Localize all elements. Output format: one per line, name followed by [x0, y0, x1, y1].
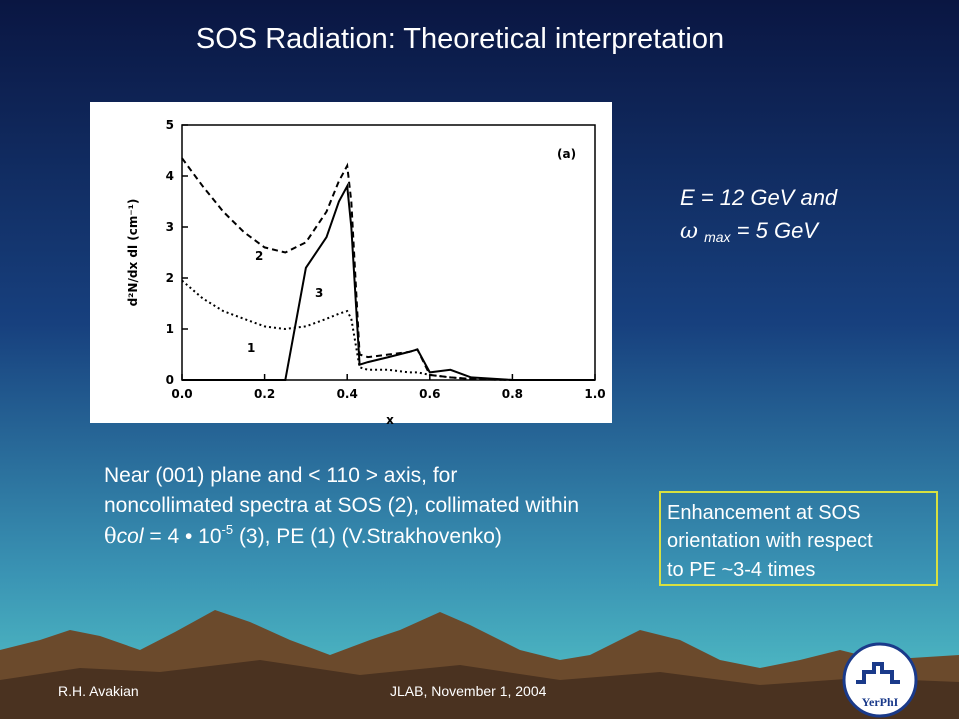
series-line [182, 182, 595, 381]
x-tick-label: 0.8 [502, 387, 523, 401]
footer-date: JLAB, November 1, 2004 [390, 683, 547, 699]
caption-rest: (3), PE (1) (V.Strakhovenko) [239, 525, 502, 548]
energy-text: E = 12 GeV and [680, 185, 838, 210]
y-tick-label: 0 [166, 373, 174, 387]
omega-sub: max [704, 229, 731, 245]
omega: ω [680, 219, 698, 244]
chart-panel [90, 102, 612, 423]
y-tick-label: 3 [166, 220, 174, 234]
y-tick-label: 5 [166, 118, 174, 132]
series-line [181, 279, 595, 381]
series-line [181, 157, 595, 381]
omega-value: = 5 GeV [737, 218, 821, 243]
exponent: -5 [222, 522, 234, 537]
caption-line: noncollimated spectra at SOS (2), collim… [104, 494, 579, 517]
x-tick-label: 1.0 [584, 387, 605, 401]
box-line: orientation with respect [667, 530, 873, 552]
mountains-front [0, 660, 959, 719]
caption-value: = 4 • 10 [149, 525, 221, 548]
series-label: 3 [315, 286, 323, 300]
col: col [117, 525, 145, 548]
x-tick-label: 0.4 [337, 387, 358, 401]
y-tick-label: 4 [166, 169, 174, 183]
y-tick-label: 2 [166, 271, 174, 285]
author: R.H. Avakian [58, 683, 139, 699]
omega-note: ω max = 5 GeV [680, 218, 820, 247]
logo [842, 642, 918, 718]
x-tick-label: 0.2 [254, 387, 275, 401]
annotation: (a) [557, 147, 576, 161]
caption-line: Near (001) plane and < 110 > axis, for [104, 464, 457, 487]
note-box [659, 491, 938, 586]
slide-title: SOS Radiation: Theoretical interpretatio… [196, 23, 724, 55]
y-axis-label: d²N/dx dl (cm⁻¹) [126, 199, 140, 307]
logo-text: YerPhI [862, 695, 899, 709]
logo-building [856, 662, 900, 684]
energy-note: E = 12 GeV and [680, 185, 838, 210]
series-label: 1 [247, 341, 255, 355]
box-line: to PE ~3-4 times [667, 559, 815, 581]
plot: 0.0 0.2 0.4 0.6 0.8 1.0 0 1 2 3 4 5 x d²N/dx dl (cm⁻¹… [126, 118, 606, 427]
x-tick-label: 0.6 [419, 387, 440, 401]
y-tick-label: 1 [166, 322, 174, 336]
plot-frame [181, 124, 596, 381]
box-line: Enhancement at SOS [667, 502, 860, 524]
theta: θ [104, 524, 117, 548]
caption-line: θcol = 4 • 10-5 (3), PE (1) (V.Strakhove… [104, 516, 502, 548]
x-tick-label: 0.0 [171, 387, 192, 401]
series-label: 2 [255, 249, 263, 263]
x-axis-label: x [386, 413, 394, 427]
